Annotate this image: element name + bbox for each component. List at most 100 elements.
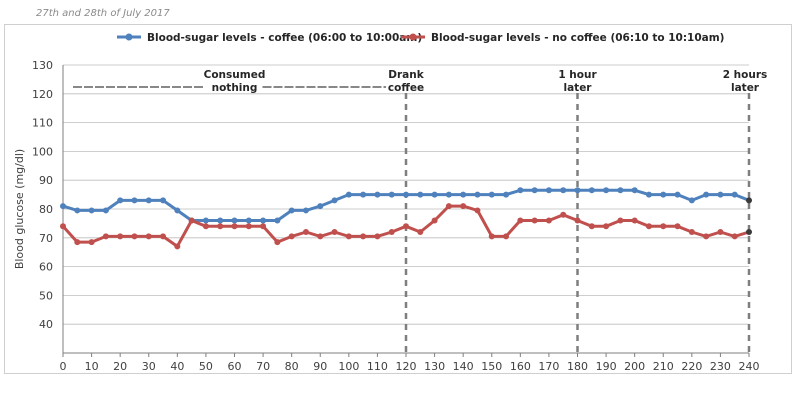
series-1-point-205 <box>645 223 652 230</box>
series-1-point-45 <box>188 217 195 224</box>
series-1-point-0 <box>60 223 66 230</box>
x-tick-label-10: 10 <box>85 360 99 373</box>
x-tick-label-130: 130 <box>424 360 445 373</box>
series-1-point-50 <box>202 223 209 230</box>
series-0-point-80 <box>288 207 295 214</box>
series-0-point-75 <box>274 217 281 224</box>
series-0-point-60 <box>231 217 238 224</box>
series-1-point-235 <box>731 233 738 240</box>
series-0-point-205 <box>645 191 652 198</box>
series-0-point-210 <box>660 191 667 198</box>
y-tick-label-90: 90 <box>39 174 53 187</box>
series-1-point-220 <box>688 229 695 236</box>
series-0-point-165 <box>531 187 538 194</box>
series-1-point-190 <box>603 223 610 230</box>
series-0-point-30 <box>145 197 152 204</box>
x-tick-label-120: 120 <box>396 360 417 373</box>
x-tick-label-40: 40 <box>170 360 184 373</box>
series-1-point-140 <box>460 203 467 210</box>
series-1-point-120 <box>403 223 409 230</box>
x-tick-label-0: 0 <box>60 360 67 373</box>
x-tick-label-110: 110 <box>367 360 388 373</box>
series-0-point-95 <box>331 197 338 204</box>
series-0-point-85 <box>302 207 309 214</box>
series-1-point-230 <box>717 229 724 236</box>
series-1-point-210 <box>660 223 667 230</box>
x-tick-label-90: 90 <box>313 360 327 373</box>
y-tick-label-40: 40 <box>39 318 53 331</box>
series-1-point-225 <box>703 233 710 240</box>
y-tick-label-110: 110 <box>32 117 53 130</box>
series-0-point-15 <box>102 207 109 214</box>
series-0-point-135 <box>445 191 452 198</box>
series-0-point-70 <box>260 217 267 224</box>
series-0-point-175 <box>560 187 567 194</box>
x-tick-label-220: 220 <box>681 360 702 373</box>
series-0-point-110 <box>374 191 381 198</box>
x-tick-label-100: 100 <box>338 360 359 373</box>
marker-label-0-0: Drank <box>388 69 424 81</box>
series-0-point-190 <box>603 187 610 194</box>
x-tick-label-230: 230 <box>710 360 731 373</box>
series-1-point-35 <box>160 233 167 240</box>
x-tick-label-160: 160 <box>510 360 531 373</box>
x-tick-label-200: 200 <box>624 360 645 373</box>
legend-label-1: Blood-sugar levels - no coffee (06:10 to… <box>431 32 724 44</box>
y-tick-label-70: 70 <box>39 232 53 245</box>
series-1-point-195 <box>617 217 624 224</box>
series-0-point-150 <box>488 191 495 198</box>
series-0-point-65 <box>245 217 252 224</box>
series-1-point-185 <box>588 223 595 230</box>
series-0-point-55 <box>217 217 224 224</box>
x-tick-label-180: 180 <box>567 360 588 373</box>
series-0-point-225 <box>703 191 710 198</box>
series-1-point-215 <box>674 223 681 230</box>
x-tick-label-150: 150 <box>481 360 502 373</box>
series-0-point-120 <box>403 191 409 198</box>
series-0-point-115 <box>388 191 395 198</box>
series-1-point-170 <box>545 217 552 224</box>
x-tick-label-30: 30 <box>142 360 156 373</box>
date-caption: 27th and 28th of July 2017 <box>36 8 170 19</box>
series-0-point-130 <box>431 191 438 198</box>
annotation-label-0-0: Consumed <box>204 69 266 81</box>
series-1-point-130 <box>431 217 438 224</box>
series-1-point-30 <box>145 233 152 240</box>
marker-label-1-1: later <box>563 82 592 94</box>
marker-label-2-0: 2 hours <box>723 69 768 81</box>
series-0-point-215 <box>674 191 681 198</box>
marker-label-0-1: coffee <box>388 82 424 94</box>
series-1-point-55 <box>217 223 224 230</box>
series-0-point-140 <box>460 191 467 198</box>
x-tick-label-50: 50 <box>199 360 213 373</box>
legend-label-0: Blood-sugar levels - coffee (06:00 to 10… <box>147 32 422 44</box>
x-tick-label-70: 70 <box>256 360 270 373</box>
series-0-point-240 <box>746 197 752 204</box>
series-1-point-25 <box>131 233 138 240</box>
series-1-point-65 <box>245 223 252 230</box>
series-0-point-235 <box>731 191 738 198</box>
x-tick-label-240: 240 <box>739 360 760 373</box>
series-0-point-20 <box>117 197 124 204</box>
series-1-point-95 <box>331 229 338 236</box>
series-0-point-220 <box>688 197 695 204</box>
annotation-label-0-1: nothing <box>212 82 258 94</box>
y-axis-title: Blood glucose (mg/dl) <box>13 149 26 269</box>
x-tick-label-140: 140 <box>453 360 474 373</box>
y-tick-label-100: 100 <box>32 145 53 158</box>
series-0-point-35 <box>160 197 167 204</box>
series-0-point-195 <box>617 187 624 194</box>
series-1-point-115 <box>388 229 395 236</box>
series-1-point-125 <box>417 229 424 236</box>
series-0-point-10 <box>88 207 95 214</box>
series-1-point-5 <box>74 239 81 246</box>
marker-label-1-0: 1 hour <box>558 69 597 81</box>
x-tick-label-170: 170 <box>538 360 559 373</box>
series-1-point-240 <box>746 229 752 236</box>
series-0-point-160 <box>517 187 524 194</box>
legend-swatch-dot-1 <box>409 33 417 41</box>
series-1-point-10 <box>88 239 95 246</box>
series-0-point-90 <box>317 203 324 210</box>
